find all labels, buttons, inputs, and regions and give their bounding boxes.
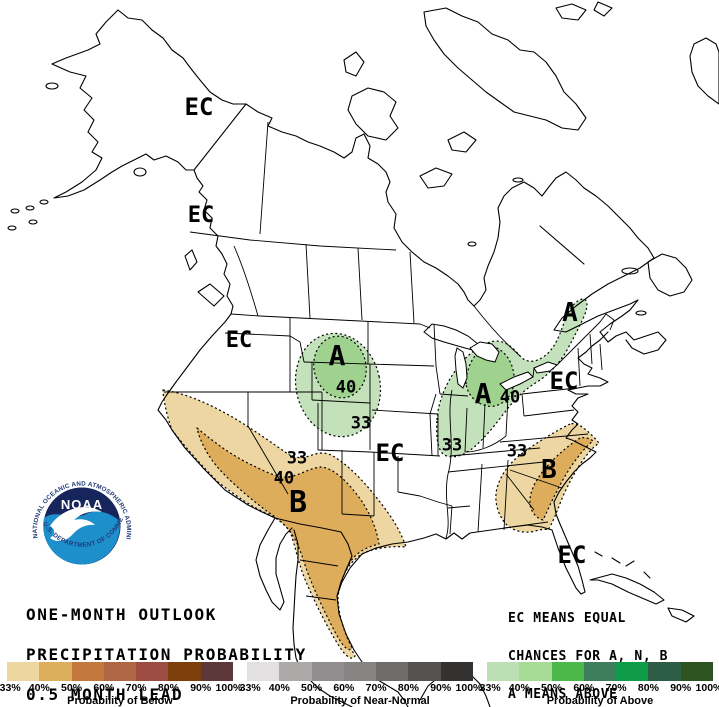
colorbar-ticks: 33% 40% 50% 60% 70% 80% 90%100%	[480, 682, 719, 694]
colorbar-tick: 90%	[670, 682, 692, 694]
svg-text:NATIONAL OCEANIC AND ATMOSPHER: NATIONAL OCEANIC AND ATMOSPHERIC ADMINIS…	[0, 0, 132, 540]
colorbar-segment-90%-100%	[680, 662, 713, 681]
colorbar-tick: 40%	[28, 682, 50, 694]
colorbar-tick: 60%	[573, 682, 595, 694]
colorbar-tick: 70%	[605, 682, 627, 694]
colorbar-segment-60%-70%	[583, 662, 617, 681]
noaa-bird-wing	[58, 507, 96, 520]
colorbar-tick: 70%	[365, 682, 387, 694]
colorbar-tick: 100%	[215, 682, 243, 694]
colorbar-segments	[7, 662, 233, 681]
colorbar-below: 33% 40% 50% 60% 70% 80% 90% 100% Probability of …	[0, 662, 242, 707]
map-label-ec-0: EC	[184, 93, 214, 121]
colorbar-segment-70%-80%	[376, 662, 409, 681]
colorbar-segment-60%-70%	[103, 662, 137, 681]
colorbar-near-normal: 33% 40% 50% 60% 70% 80% 90% 100% Probability of …	[240, 662, 483, 707]
map-label-a-12: A	[562, 298, 578, 328]
colorbar-segment-40%-50%	[279, 662, 312, 681]
colorbar-tick: 70%	[125, 682, 147, 694]
map-label-b-17: B	[541, 455, 557, 485]
legend-line-2: CHANCES FOR A, N, B	[508, 648, 669, 664]
map-label-b-15: B	[288, 485, 308, 520]
map-label-a-6: A	[328, 339, 346, 372]
colorbar-segments	[487, 662, 713, 681]
map-label-40-7: 40	[335, 377, 357, 398]
colorbar-segment-90%-100%	[440, 662, 473, 681]
great-lakes	[423, 323, 558, 391]
colorbar-ticks: 33% 40% 50% 60% 70% 80% 90%100%	[0, 682, 242, 694]
colorbar-caption: Probability of Near-Normal	[290, 695, 430, 707]
colorbar-tick: 50%	[61, 682, 83, 694]
colorbar-segment-50%-60%	[551, 662, 584, 681]
colorbar-segment-40%-50%	[519, 662, 552, 681]
map-label-a-9: A	[474, 377, 492, 410]
noaa-logo-bottom-text: U.S. DEPARTMENT OF COMMERCE	[0, 0, 125, 549]
colorbar-segment-33%-40%	[487, 662, 520, 681]
colorbar-segment-33%-40%	[247, 662, 280, 681]
map-label-33-13: 33	[286, 448, 308, 469]
state-borders	[164, 121, 615, 601]
map-label-40-10: 40	[499, 387, 521, 408]
noaa-logo: NOAA NATIONAL OCEANIC AND ATMOSPHERIC AD…	[0, 0, 135, 579]
map-label-ec-4: EC	[549, 367, 579, 395]
colorbar-segment-80%-90%	[648, 662, 681, 681]
map-label-ec-1: EC	[187, 203, 215, 228]
colorbar-tick: 80%	[397, 682, 419, 694]
colorbar-segment-50%-60%	[71, 662, 104, 681]
colorbar-tick: 100%	[455, 682, 483, 694]
colorbar-tick: 90%	[190, 682, 212, 694]
colorbar-segment-70%-80%	[136, 662, 169, 681]
colorbar-segments	[247, 662, 473, 681]
colorbar-tick: 33%	[0, 682, 21, 694]
colorbar-tick: 100%	[695, 682, 719, 694]
map-label-ec-3: EC	[375, 439, 405, 467]
colorbar-tick: 50%	[541, 682, 563, 694]
colorbar-tick: 60%	[93, 682, 115, 694]
colorbar-tick: 33%	[479, 682, 501, 694]
title-block: ONE-MONTH OUTLOOK PRECIPITATION PROBABIL…	[26, 581, 307, 707]
colorbar-caption: Probability of Above	[546, 695, 654, 707]
map-label-33-8: 33	[350, 413, 372, 434]
colorbar-tick: 40%	[508, 682, 530, 694]
colorbar-segment-33%-40%	[7, 662, 40, 681]
legend-key: EC MEANS EQUAL CHANCES FOR A, N, B A MEA…	[508, 588, 668, 707]
map-label-ec-2: EC	[225, 328, 253, 353]
title-line-1: ONE-MONTH OUTLOOK	[26, 604, 217, 624]
map-label-33-11: 33	[441, 435, 463, 456]
colorbar-segment-70%-80%	[616, 662, 649, 681]
colorbar-tick: 50%	[301, 682, 323, 694]
legend-line-1: EC MEANS EQUAL	[508, 611, 626, 627]
noaa-logo-wordmark: NOAA	[61, 497, 103, 512]
map-label-40-14: 40	[273, 468, 295, 489]
below-normal-region-southeast	[495, 423, 600, 533]
title-line-2: PRECIPITATION PROBABILITY	[26, 645, 307, 665]
colorbar-segment-40%-50%	[39, 662, 72, 681]
colorbar-tick: 33%	[239, 682, 261, 694]
legend-line-3: A MEANS ABOVE	[508, 686, 618, 702]
colorbar-above: 33% 40% 50% 60% 70% 80% 90%100% Probability of …	[480, 662, 719, 707]
colorbar-segment-60%-70%	[343, 662, 377, 681]
colorbar-tick: 80%	[157, 682, 179, 694]
colorbar-tick: 80%	[637, 682, 659, 694]
colorbar-tick: 60%	[333, 682, 355, 694]
colorbar-tick: 40%	[268, 682, 290, 694]
colorbar-ticks: 33% 40% 50% 60% 70% 80% 90%100%	[240, 682, 483, 694]
title-line-3: 0.5 MONTH LEAD	[26, 685, 184, 705]
colorbar-segment-80%-90%	[408, 662, 441, 681]
map-label-ec-5: EC	[557, 541, 587, 569]
colorbar-tick: 90%	[430, 682, 452, 694]
colorbar-segment-50%-60%	[311, 662, 344, 681]
noaa-logo-top-text: NATIONAL OCEANIC AND ATMOSPHERIC ADMINIS…	[0, 0, 132, 540]
above-normal-region-plains	[294, 332, 382, 438]
svg-text:U.S. DEPARTMENT OF COMMERCE: U.S. DEPARTMENT OF COMMERCE	[0, 0, 125, 549]
colorbar-segment-90%-100%	[200, 662, 233, 681]
colorbar-caption: Probability of Below	[67, 695, 173, 707]
map-label-33-16: 33	[506, 441, 528, 462]
colorbar-segment-80%-90%	[168, 662, 201, 681]
